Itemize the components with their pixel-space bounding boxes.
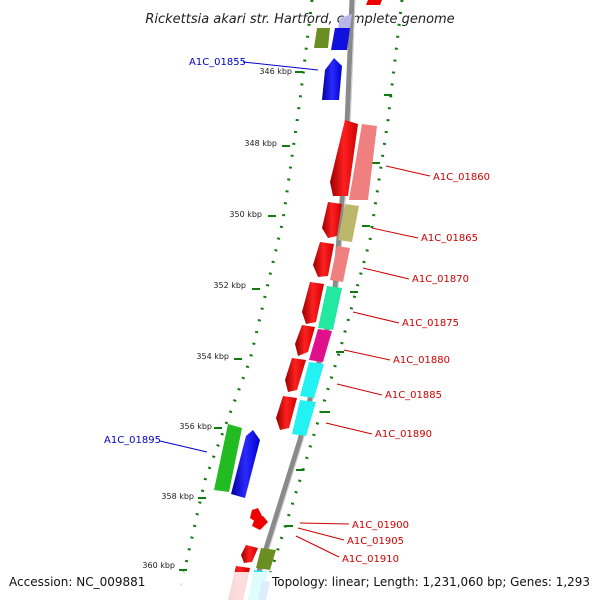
gene-label-a1c-01890[interactable]: A1C_01890 [375,429,432,440]
tick-label: 348 kbp [244,139,277,148]
gene-block [313,242,334,277]
gene-block [292,400,316,436]
gene-block [214,424,242,492]
gene-block [256,548,276,570]
gene-features [214,0,382,600]
tick-label: 356 kbp [179,422,212,431]
gene-label-a1c-01870[interactable]: A1C_01870 [412,274,469,285]
accession-text: Accession: NC_009881 [9,575,145,589]
gene-label-a1c-01895[interactable]: A1C_01895 [104,435,161,446]
gene-block [309,329,332,362]
gene-block [330,120,358,196]
gene-block [276,396,297,430]
gene-label-a1c-01875[interactable]: A1C_01875 [402,318,459,329]
gene-block [241,545,258,563]
gene-block [330,246,350,282]
gene-block [322,58,342,100]
gene-block [295,325,315,356]
gene-block [338,204,359,242]
gene-block [300,362,324,398]
gene-block [302,282,324,324]
inner-dotted-guide [178,0,314,591]
tick-label: 354 kbp [196,352,229,361]
tick-label: 360 kbp [142,561,175,570]
genome-stats-text: Topology: linear; Length: 1,231,060 bp; … [271,575,590,589]
gene-label-a1c-01900[interactable]: A1C_01900 [352,520,409,531]
gene-label-a1c-01855[interactable]: A1C_01855 [189,57,246,68]
tick-label: 350 kbp [229,210,262,219]
tick-marks [179,71,392,571]
gene-block [322,202,342,238]
tick-label: 358 kbp [161,492,194,501]
gene-block [366,0,382,5]
label-leaders [159,61,431,558]
gene-label-a1c-01905[interactable]: A1C_01905 [347,536,404,547]
gene-block [314,28,330,48]
gene-block [331,28,350,50]
gene-block [338,14,352,28]
tick-label: 352 kbp [213,281,246,290]
gene-label-a1c-01860[interactable]: A1C_01860 [433,172,490,183]
gene-block [252,516,268,530]
gene-block [231,430,260,498]
map-title: Rickettsia akari str. Hartford, complete… [145,12,454,27]
gene-label-a1c-01865[interactable]: A1C_01865 [421,233,478,244]
tick-label: 346 kbp [259,67,292,76]
gene-label-a1c-01910[interactable]: A1C_01910 [342,554,399,565]
footer-backdrop [0,572,600,600]
gene-block [285,358,306,392]
gene-label-a1c-01885[interactable]: A1C_01885 [385,390,442,401]
gene-block [318,286,342,330]
gene-label-a1c-01880[interactable]: A1C_01880 [393,355,450,366]
gene-block [349,124,377,200]
